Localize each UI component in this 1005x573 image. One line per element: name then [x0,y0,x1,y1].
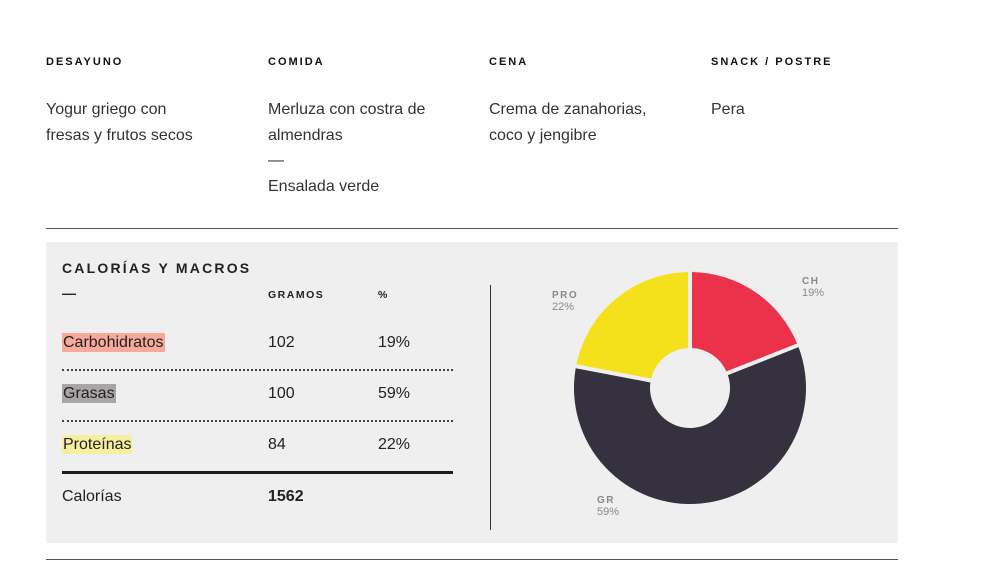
slice-percent-pro: 22% [552,301,574,313]
donut-slice-gr [574,347,806,504]
slice-label-gr: GR [597,495,615,506]
slice-percent-ch: 19% [802,287,824,299]
donut-slice-pro [576,272,688,379]
slice-percent-gr: 59% [597,506,619,518]
bottom-divider [46,559,898,560]
slice-label-ch: CH [802,276,819,287]
slice-label-pro: PRO [552,290,578,301]
